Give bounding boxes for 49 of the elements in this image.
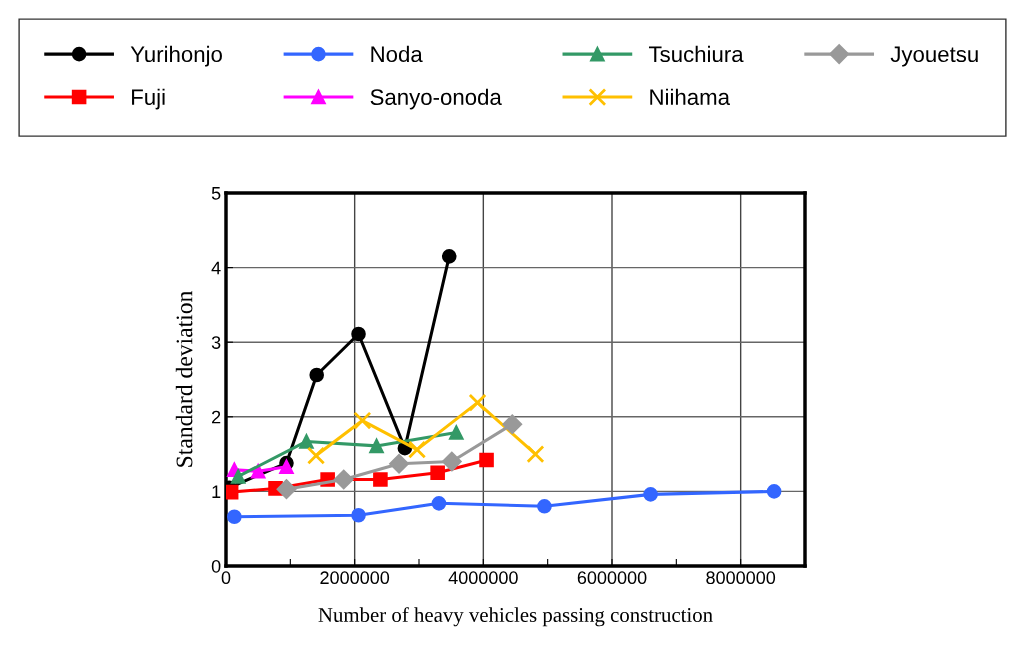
- legend-label: Jyouetsu: [890, 46, 978, 67]
- x-axis-title: Number of heavy vehicles passing construction: [318, 607, 713, 627]
- point: [309, 367, 324, 383]
- point: [468, 393, 487, 412]
- point: [333, 469, 354, 490]
- y-tick-label: 1: [212, 485, 221, 498]
- point: [441, 249, 457, 264]
- legend-label: Noda: [371, 45, 423, 63]
- point: [276, 479, 297, 500]
- point: [643, 487, 658, 502]
- y-tick-label: 2: [212, 410, 221, 424]
- y-tick-label: 0: [211, 559, 221, 573]
- legend-label: Fuji: [132, 88, 165, 110]
- point: [479, 452, 494, 468]
- legend-label: Tsuchiura: [648, 45, 744, 63]
- point: [351, 326, 366, 342]
- x-tick-label: 6000000: [577, 571, 647, 585]
- point: [537, 499, 552, 514]
- point: [227, 509, 242, 525]
- point: [250, 463, 266, 479]
- x-tick-label: 2000000: [320, 571, 390, 585]
- point: [502, 414, 523, 435]
- point: [373, 472, 388, 487]
- point: [226, 484, 239, 500]
- y-axis-title: Standard deviation: [175, 291, 193, 467]
- point: [299, 434, 314, 449]
- legend-label: Sanyo-onoda: [370, 88, 502, 110]
- point: [526, 445, 545, 464]
- y-tick-label: 5: [211, 187, 221, 200]
- point: [279, 459, 294, 475]
- x-tick-label: 4000000: [448, 571, 518, 585]
- legend-label: Niihama: [650, 88, 730, 106]
- point: [766, 484, 782, 499]
- point: [353, 411, 372, 430]
- point: [351, 507, 366, 523]
- point: [408, 440, 427, 459]
- point: [389, 453, 409, 474]
- point: [307, 446, 326, 465]
- y-tick-label: 3: [211, 336, 221, 349]
- point: [230, 469, 246, 484]
- point: [441, 451, 462, 472]
- x-tick-label: 0: [221, 571, 231, 585]
- x-tick-label: 8000000: [706, 571, 776, 585]
- point: [430, 465, 445, 481]
- point: [369, 438, 384, 454]
- y-tick-label: 4: [211, 261, 221, 275]
- point: [431, 496, 447, 511]
- legend-label: Yurihonjo: [130, 45, 222, 67]
- point: [449, 425, 464, 440]
